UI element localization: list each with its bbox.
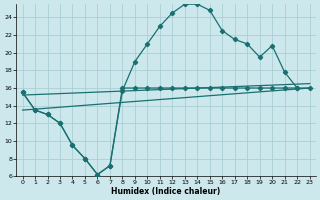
X-axis label: Humidex (Indice chaleur): Humidex (Indice chaleur) bbox=[111, 187, 221, 196]
